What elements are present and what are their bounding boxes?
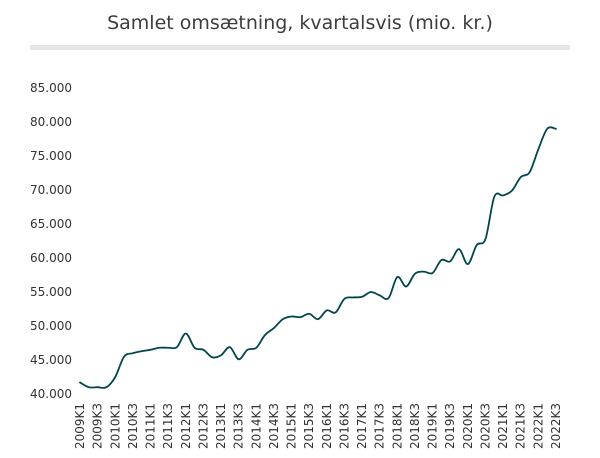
x-tick-label: 2020K3 <box>478 403 492 449</box>
x-tick-label: 2019K1 <box>426 403 440 449</box>
x-tick-label: 2009K1 <box>73 403 87 449</box>
x-tick-label: 2013K3 <box>232 403 246 449</box>
x-tick-label: 2018K3 <box>408 403 422 449</box>
x-tick-label: 2019K3 <box>443 403 457 449</box>
x-tick-label: 2016K1 <box>320 403 334 449</box>
y-tick-label: 75.000 <box>30 149 72 163</box>
x-tick-label: 2012K3 <box>196 403 210 449</box>
x-tick-label: 2012K1 <box>179 403 193 449</box>
x-tick-label: 2021K3 <box>514 403 528 449</box>
x-tick-label: 2017K3 <box>373 403 387 449</box>
x-tick-label: 2015K3 <box>302 403 316 449</box>
y-tick-label: 85.000 <box>30 81 72 95</box>
x-tick-label: 2014K3 <box>267 403 281 449</box>
y-tick-label: 60.000 <box>30 251 72 265</box>
x-axis: 2009K1 2009K3 2010K1 2010K3 2011K1 2011K3 2012… <box>73 403 563 449</box>
y-tick-label: 40.000 <box>30 387 72 401</box>
y-tick-label: 80.000 <box>30 115 72 129</box>
x-tick-label: 2015K1 <box>285 403 299 449</box>
title-divider <box>30 45 570 50</box>
y-tick-label: 45.000 <box>30 353 72 367</box>
x-tick-label: 2020K1 <box>461 403 475 449</box>
series-line-samlet-omsaetning <box>79 126 557 389</box>
x-tick-label: 2021K1 <box>496 403 510 449</box>
x-tick-label: 2016K3 <box>337 403 351 449</box>
y-axis: 40.000 45.000 50.000 55.000 60.000 65.000 70.0… <box>30 81 72 401</box>
x-tick-label: 2017K1 <box>355 403 369 449</box>
y-tick-label: 65.000 <box>30 217 72 231</box>
x-tick-label: 2009K3 <box>91 403 105 449</box>
x-tick-label: 2022K1 <box>531 403 545 449</box>
plot-area <box>79 126 557 389</box>
x-tick-label: 2014K1 <box>249 403 263 449</box>
chart-title: Samlet omsætning, kvartalsvis (mio. kr.) <box>107 12 493 34</box>
x-tick-label: 2011K3 <box>161 403 175 449</box>
x-tick-label: 2011K1 <box>144 403 158 449</box>
y-tick-label: 55.000 <box>30 285 72 299</box>
x-tick-label: 2010K1 <box>108 403 122 449</box>
y-tick-label: 70.000 <box>30 183 72 197</box>
y-tick-label: 50.000 <box>30 319 72 333</box>
x-tick-label: 2022K3 <box>549 403 563 449</box>
x-tick-label: 2018K1 <box>390 403 404 449</box>
x-tick-label: 2013K1 <box>214 403 228 449</box>
x-tick-label: 2010K3 <box>126 403 140 449</box>
